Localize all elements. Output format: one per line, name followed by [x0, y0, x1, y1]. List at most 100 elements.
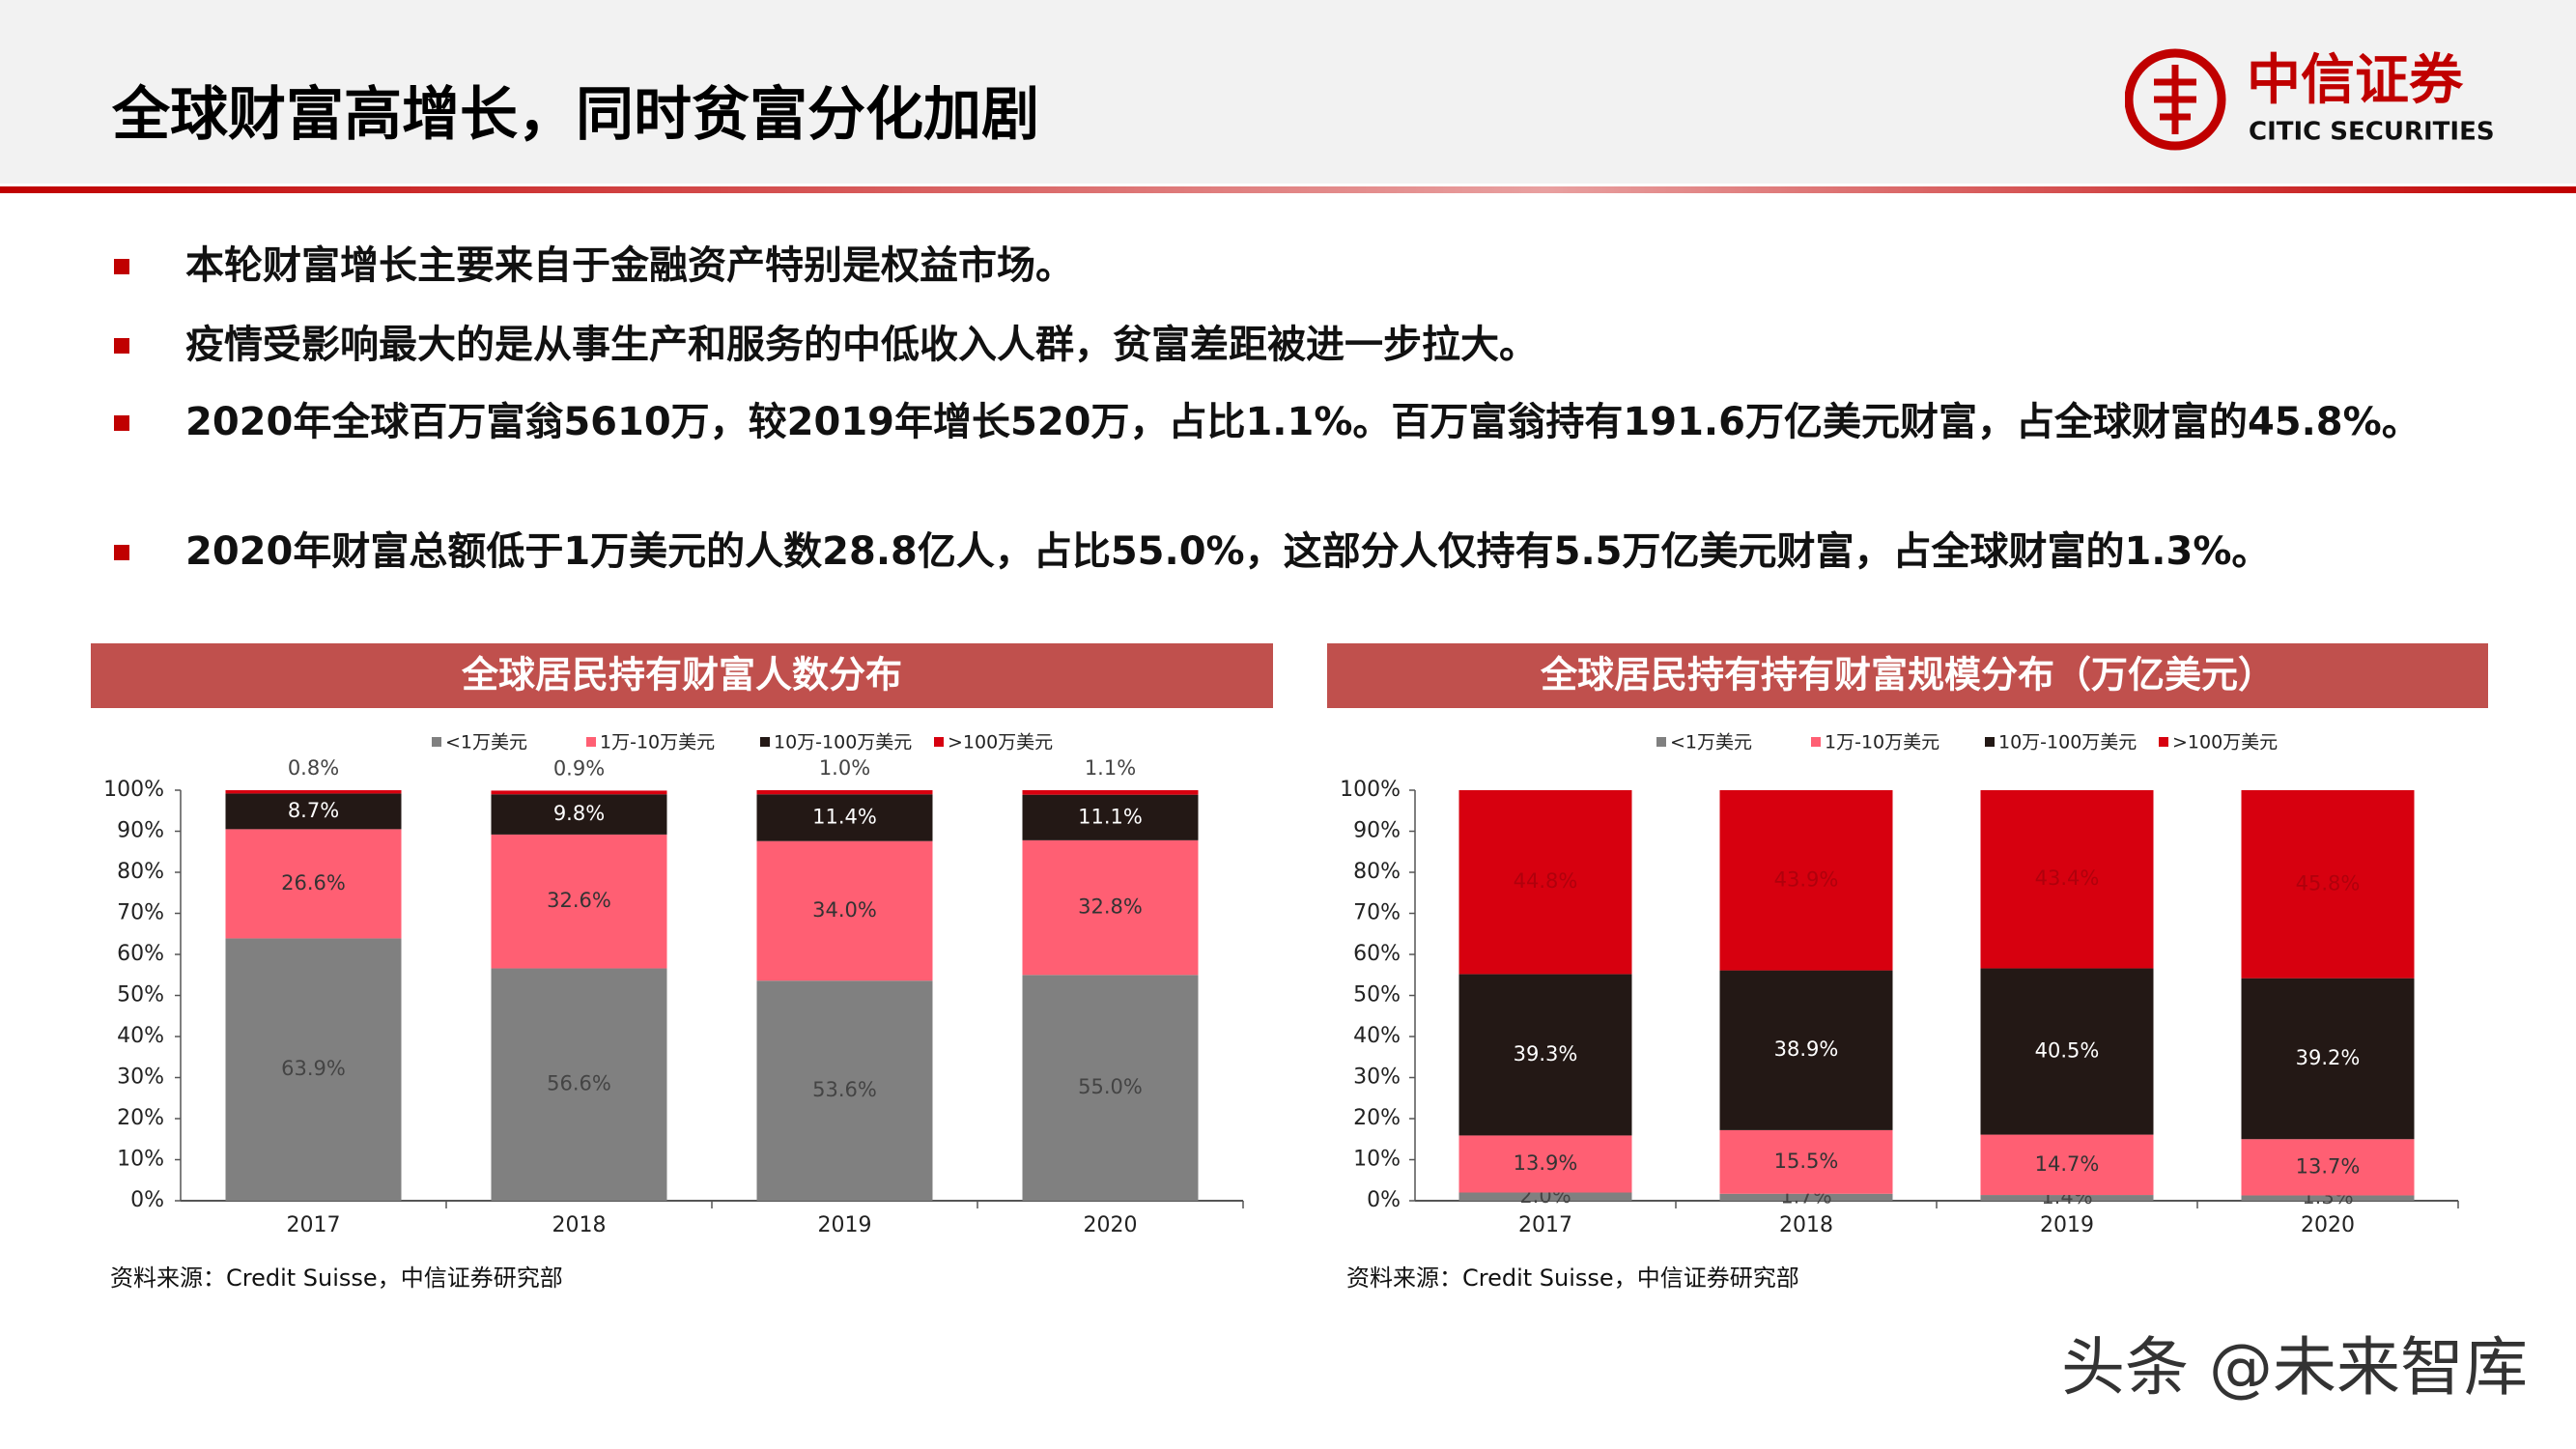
bar-segment [1022, 839, 1199, 976]
x-tick-label: 2019 [2040, 1213, 2094, 1237]
bar-segment [1022, 975, 1199, 1201]
bar-segment [1980, 1195, 2154, 1201]
bar-segment [1980, 968, 2154, 1135]
y-tick-label: 0% [130, 1188, 164, 1212]
value-label: 13.9% [1514, 1151, 1578, 1175]
bar-segment [1458, 1192, 1632, 1201]
x-tick-label: 2018 [552, 1213, 607, 1237]
value-label: 1.1% [1085, 756, 1136, 780]
x-tick-label: 2020 [1084, 1213, 1138, 1237]
y-tick-label: 90% [117, 819, 164, 843]
legend-swatch [432, 737, 441, 747]
y-tick-label: 50% [117, 983, 164, 1008]
bar-segment [1719, 1193, 1893, 1201]
watermark: 头条 @未来智库 [2061, 1330, 2528, 1405]
value-label: 11.1% [1078, 805, 1143, 828]
value-label: 39.3% [1514, 1042, 1578, 1065]
legend-label: 10万-100万美元 [774, 732, 912, 753]
y-tick-label: 70% [117, 901, 164, 925]
bullet: 2020年全球百万富翁5610万，较2019年增长520万，占比1.1%。百万富… [185, 400, 2420, 444]
y-tick-label: 90% [1353, 819, 1401, 843]
value-label: 13.7% [2296, 1154, 2361, 1178]
bar-segment [1022, 794, 1199, 840]
x-tick-label: 2017 [287, 1213, 341, 1237]
bar-segment [2241, 978, 2415, 1140]
y-tick-label: 50% [1353, 983, 1401, 1008]
value-label: 43.9% [1774, 867, 1839, 891]
value-label: 63.9% [281, 1057, 346, 1080]
bar-segment [1719, 790, 1893, 971]
bullet-marker [114, 259, 129, 274]
value-label: 38.9% [1774, 1037, 1839, 1061]
value-label: 8.7% [288, 799, 339, 822]
bar-segment [2241, 1195, 2415, 1201]
y-tick-label: 10% [1353, 1148, 1401, 1172]
value-label: 32.8% [1078, 895, 1143, 919]
source-note: 资料来源：Credit Suisse，中信证券研究部 [110, 1264, 563, 1292]
logo: 中信证券 CITIC SECURITIES [2125, 48, 2495, 151]
logo-cn: 中信证券 [2247, 49, 2464, 112]
logo-ring [2125, 48, 2226, 151]
y-tick-label: 30% [1353, 1065, 1401, 1090]
legend-swatch [2159, 737, 2168, 747]
bar-segment [225, 790, 402, 794]
bullet-marker [114, 545, 129, 560]
legend-swatch [1811, 737, 1821, 747]
y-tick-label: 10% [117, 1148, 164, 1172]
bar-segment [1719, 970, 1893, 1130]
legend-label: <1万美元 [1670, 732, 1752, 753]
bar-segment [756, 790, 933, 795]
value-label: 44.8% [1514, 869, 1578, 893]
bar-segment [1022, 790, 1199, 795]
bar-segment [1458, 1135, 1632, 1193]
value-label: 9.8% [553, 802, 605, 825]
bar-segment [2241, 1139, 2415, 1196]
bar-segment [225, 938, 402, 1201]
page-title: 全球财富高增长，同时贫富分化加剧 [112, 81, 1039, 149]
bar-segment [756, 840, 933, 981]
logo-en: CITIC SECURITIES [2249, 118, 2495, 147]
bullet-marker [114, 415, 129, 431]
bar-segment [491, 794, 667, 835]
value-label: 55.0% [1078, 1075, 1143, 1098]
value-label: 43.4% [2035, 867, 2100, 890]
chart-title: 全球居民持有持有财富规模分布（万亿美元） [1540, 654, 2275, 696]
source-note: 资料来源：Credit Suisse，中信证券研究部 [1346, 1264, 1799, 1292]
y-tick-label: 100% [103, 778, 164, 802]
legend-label: <1万美元 [445, 732, 527, 753]
y-tick-label: 100% [1340, 778, 1401, 802]
value-label: 32.6% [547, 889, 611, 912]
value-label: 14.7% [2035, 1152, 2100, 1176]
y-tick-label: 20% [117, 1106, 164, 1130]
x-tick-label: 2017 [1518, 1213, 1572, 1237]
value-label: 1.0% [819, 756, 870, 780]
bar-segment [756, 980, 933, 1201]
y-tick-label: 80% [117, 860, 164, 884]
logo-mark [2154, 65, 2196, 134]
bullet-marker [114, 338, 129, 354]
legend-label: 1万-10万美元 [600, 732, 715, 753]
value-label: 39.2% [2296, 1046, 2361, 1069]
chart-title-bar [1327, 643, 2488, 708]
bar-segment [1458, 974, 1632, 1136]
bullet: 2020年财富总额低于1万美元的人数28.8亿人，占比55.0%，这部分人仅持有… [185, 529, 2271, 574]
bar-segment [491, 968, 667, 1201]
chart-title: 全球居民持有财富人数分布 [461, 654, 902, 696]
x-tick-label: 2019 [818, 1213, 872, 1237]
legend-swatch [1656, 737, 1666, 747]
value-label: 34.0% [812, 898, 877, 922]
bar-segment [1980, 1134, 2154, 1196]
bar-segment [225, 793, 402, 830]
header-rule [0, 186, 2576, 193]
legend-swatch [1985, 737, 1995, 747]
value-label: 11.4% [812, 805, 877, 828]
y-tick-label: 30% [117, 1065, 164, 1090]
y-tick-label: 70% [1353, 901, 1401, 925]
value-label: 40.5% [2035, 1039, 2100, 1063]
x-tick-label: 2018 [1779, 1213, 1833, 1237]
legend-label: >100万美元 [948, 732, 1053, 753]
bullet: 疫情受影响最大的是从事生产和服务的中低收入人群，贫富差距被进一步拉大。 [185, 323, 1538, 367]
y-tick-label: 40% [1353, 1024, 1401, 1048]
y-tick-label: 20% [1353, 1106, 1401, 1130]
value-label: 0.9% [553, 756, 605, 780]
